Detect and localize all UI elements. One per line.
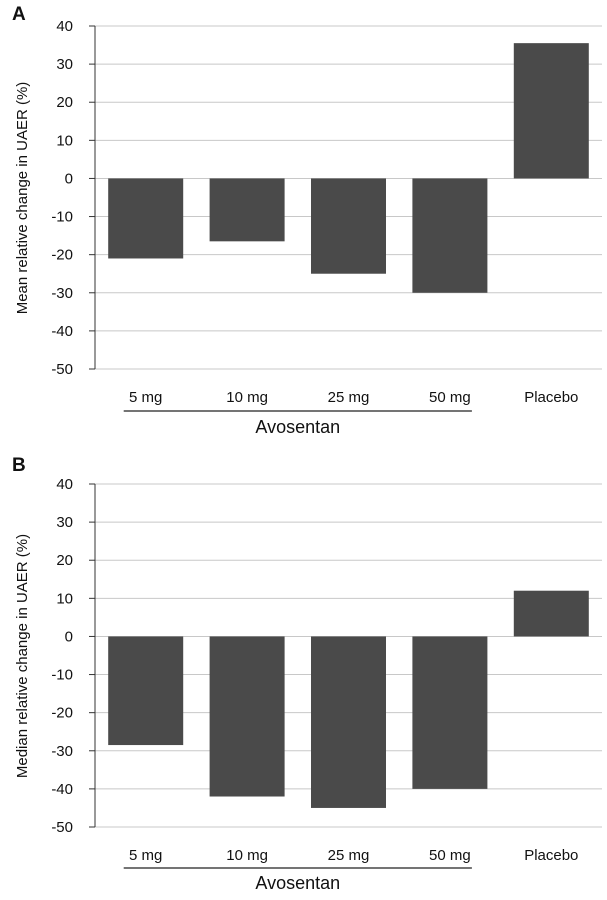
panel-b-y-tick-label: -30 — [51, 743, 73, 760]
panel-b-group-label: Avosentan — [255, 873, 340, 893]
panel-b-bar-10-mg — [209, 636, 285, 797]
panel-b-y-tick-label: 30 — [56, 514, 73, 531]
panel-b-letter: B — [12, 455, 26, 476]
panel-a-bar-5-mg — [108, 178, 184, 259]
panel-a-y-tick-label: 0 — [65, 170, 73, 187]
panel-b-y-tick-label: 10 — [56, 590, 73, 607]
panel-b-y-tick-label: -10 — [51, 667, 73, 684]
panel-b-y-axis-title: Median relative change in UAER (%) — [14, 534, 31, 778]
panel-a-y-axis-title: Mean relative change in UAER (%) — [14, 82, 31, 315]
panel-a-category-label: 5 mg — [129, 389, 162, 406]
panel-b-category-label: Placebo — [524, 847, 578, 864]
panel-b-category-label: 5 mg — [129, 847, 162, 864]
panel-b-bar-25-mg — [311, 636, 386, 808]
panel-a-category-label: 50 mg — [429, 389, 471, 406]
panel-b-bar-5-mg — [108, 636, 184, 746]
panel-a-bar-25-mg — [311, 178, 386, 274]
panel-a-category-label: 25 mg — [328, 389, 370, 406]
panel-b-y-tick-label: -40 — [51, 781, 73, 798]
panel-a-y-tick-label: 20 — [56, 94, 73, 111]
panel-a-letter: A — [12, 4, 26, 25]
panel-a-y-tick-label: 10 — [56, 132, 73, 149]
panel-a-bar-50-mg — [412, 178, 488, 293]
panel-a-group-label: Avosentan — [255, 417, 340, 437]
panel-a-category-label: Placebo — [524, 389, 578, 406]
panel-a-category-label: 10 mg — [226, 389, 268, 406]
panel-a-y-tick-label: 30 — [56, 56, 73, 73]
panel-b-y-tick-label: -50 — [51, 819, 73, 836]
panel-a-y-tick-label: -40 — [51, 323, 73, 340]
panel-a-y-tick-label: -10 — [51, 209, 73, 226]
panel-a-bar-placebo — [513, 43, 589, 179]
panel-a-y-tick-label: 40 — [56, 18, 73, 35]
panel-b-bar-placebo — [513, 590, 589, 637]
panel-b-category-label: 50 mg — [429, 847, 471, 864]
panel-b-y-tick-label: 20 — [56, 552, 73, 569]
panel-b-y-tick-label: -20 — [51, 705, 73, 722]
panel-b-bar-50-mg — [412, 636, 488, 789]
panel-a-y-tick-label: -50 — [51, 361, 73, 378]
panel-b-y-tick-label: 40 — [56, 476, 73, 493]
panel-a-bar-10-mg — [209, 178, 285, 242]
panel-a-y-tick-label: -20 — [51, 247, 73, 264]
panel-a-y-tick-label: -30 — [51, 285, 73, 302]
panel-b-category-label: 10 mg — [226, 847, 268, 864]
panel-b-category-label: 25 mg — [328, 847, 370, 864]
panel-b-y-tick-label: 0 — [65, 628, 73, 645]
